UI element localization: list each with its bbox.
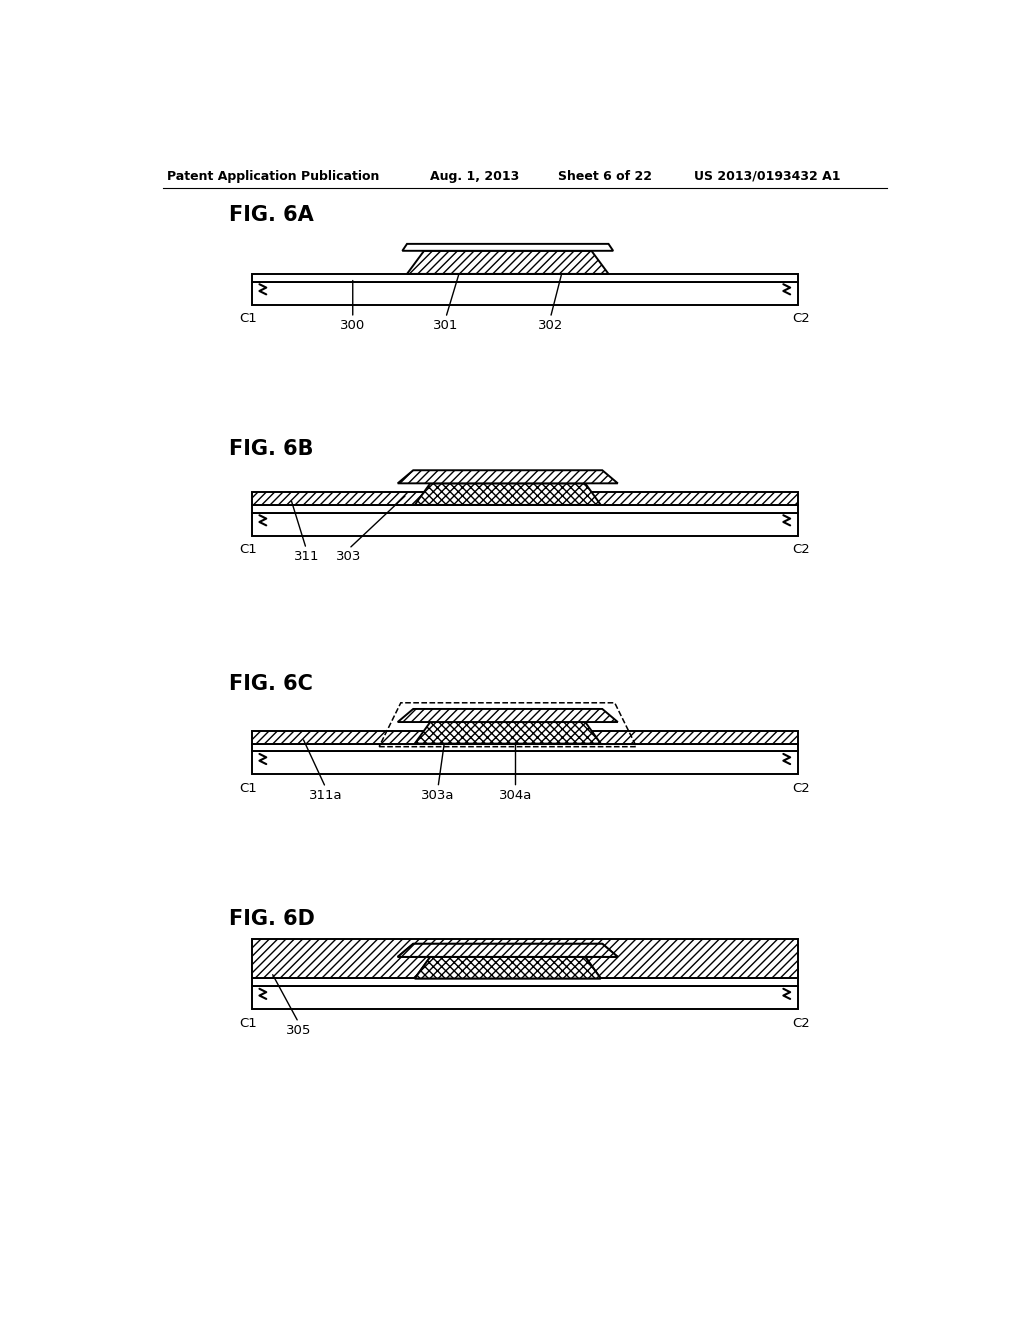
Text: 302: 302	[538, 319, 563, 333]
Text: FIG. 6D: FIG. 6D	[228, 909, 314, 929]
Text: 303: 303	[336, 550, 361, 564]
Polygon shape	[252, 940, 798, 978]
Text: C2: C2	[793, 781, 810, 795]
Polygon shape	[407, 251, 608, 275]
Polygon shape	[415, 957, 601, 978]
Polygon shape	[415, 957, 601, 978]
Bar	[252, 492, 798, 506]
Text: Sheet 6 of 22: Sheet 6 of 22	[558, 170, 652, 183]
Polygon shape	[397, 944, 617, 957]
Bar	[252, 965, 798, 978]
Text: 300: 300	[340, 319, 366, 333]
Polygon shape	[397, 709, 617, 722]
Text: FIG. 6B: FIG. 6B	[228, 440, 313, 459]
Polygon shape	[415, 483, 601, 506]
Text: 303a: 303a	[421, 789, 455, 803]
Text: C2: C2	[793, 1016, 810, 1030]
Text: 311: 311	[294, 550, 319, 564]
Text: 301: 301	[433, 319, 459, 333]
Text: C1: C1	[240, 313, 257, 326]
Polygon shape	[397, 944, 617, 957]
Bar	[252, 730, 798, 743]
Text: Aug. 1, 2013: Aug. 1, 2013	[430, 170, 519, 183]
Text: FIG. 6A: FIG. 6A	[228, 205, 313, 224]
Text: US 2013/0193432 A1: US 2013/0193432 A1	[693, 170, 841, 183]
Text: C1: C1	[240, 1016, 257, 1030]
Polygon shape	[397, 470, 617, 483]
Bar	[252, 512, 798, 536]
Polygon shape	[402, 244, 613, 251]
Bar	[252, 743, 798, 751]
Polygon shape	[415, 722, 601, 743]
Text: 305: 305	[286, 1024, 311, 1038]
Text: FIG. 6C: FIG. 6C	[228, 675, 312, 694]
Bar	[252, 978, 798, 986]
Bar	[252, 275, 798, 281]
Bar	[252, 986, 798, 1010]
Text: C1: C1	[240, 781, 257, 795]
Bar	[252, 751, 798, 775]
Text: C2: C2	[793, 313, 810, 326]
Text: 311a: 311a	[309, 789, 342, 803]
Bar	[252, 281, 798, 305]
Text: C2: C2	[793, 544, 810, 557]
Text: C1: C1	[240, 544, 257, 557]
Bar	[252, 506, 798, 512]
Text: 304a: 304a	[499, 789, 532, 803]
Text: Patent Application Publication: Patent Application Publication	[167, 170, 379, 183]
